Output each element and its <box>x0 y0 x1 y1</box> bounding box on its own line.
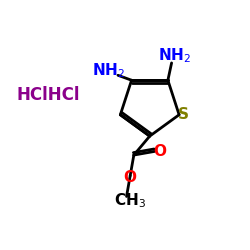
Text: NH$_2$: NH$_2$ <box>92 61 124 80</box>
Text: O: O <box>124 170 137 185</box>
Text: O: O <box>154 144 166 159</box>
Text: HClHCl: HClHCl <box>16 86 80 104</box>
Text: CH$_3$: CH$_3$ <box>114 191 146 210</box>
Text: S: S <box>178 107 189 122</box>
Text: NH$_2$: NH$_2$ <box>158 46 190 65</box>
